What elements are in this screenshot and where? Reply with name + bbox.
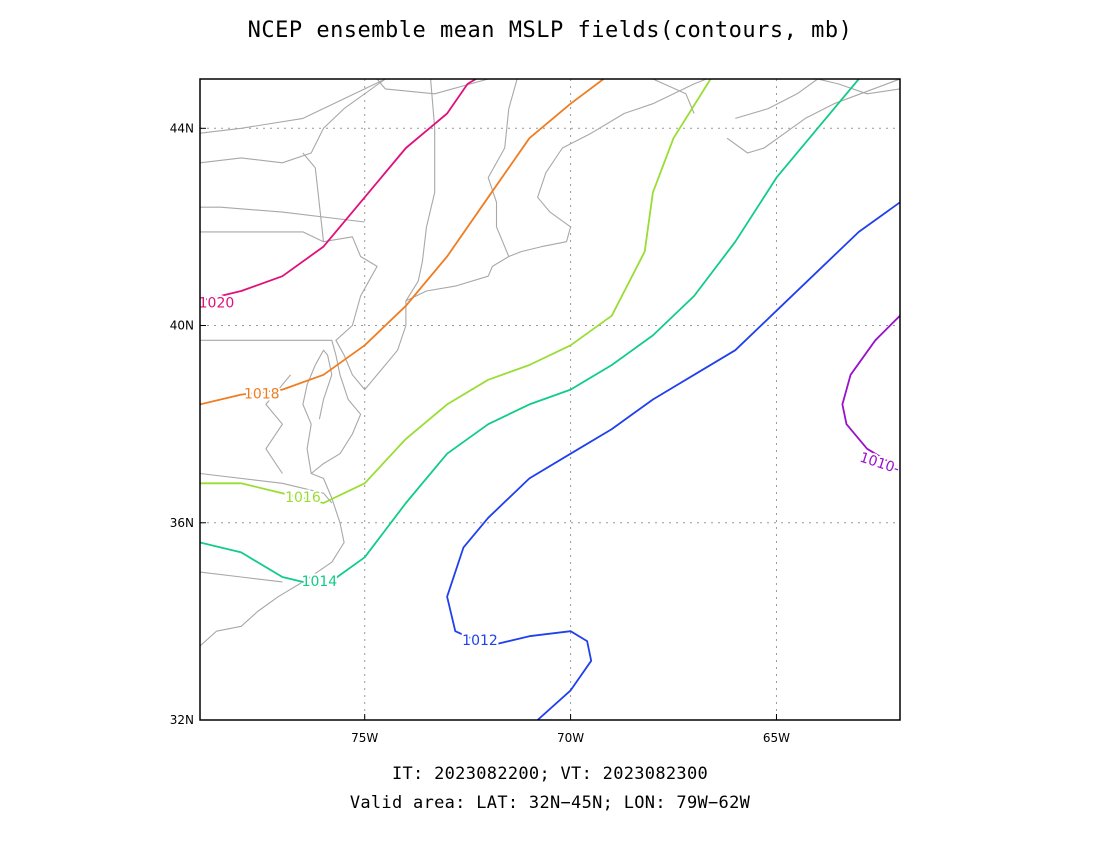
chart-title: NCEP ensemble mean MSLP fields(contours,… — [247, 18, 853, 43]
contour-1020 — [200, 79, 477, 302]
contour-label-1012: 1012 — [462, 633, 498, 649]
contour-label-1018: 1018 — [244, 387, 280, 403]
y-tick-label: 40N — [170, 319, 194, 333]
contour-1012 — [446, 201, 900, 720]
contour-labels: 1020 1018 1016 1014 1012 1010- — [197, 293, 904, 651]
plot-frame — [199, 78, 901, 721]
coastline — [487, 79, 518, 257]
y-tick-label: 44N — [170, 121, 194, 135]
coastline — [405, 79, 707, 302]
coastline — [376, 79, 518, 95]
axis-ticks: 75W 70W 65W 32N 36N 40N 44N — [170, 121, 790, 745]
pressure-contours — [200, 79, 900, 720]
contour-label-1020: 1020 — [199, 295, 235, 311]
coastline — [302, 152, 325, 242]
contour-1014 — [200, 79, 860, 588]
coastline — [200, 571, 283, 583]
area-info: Valid area: LAT: 32N−45N; LON: 79W−62W — [349, 793, 751, 813]
contour-label-1016: 1016 — [285, 490, 321, 506]
contour-1010 — [841, 315, 900, 465]
coastline — [652, 79, 695, 114]
coastline — [200, 206, 365, 223]
contour-label-1014: 1014 — [302, 574, 338, 590]
coastline — [200, 472, 333, 504]
contour-label-1010: 1010- — [858, 450, 902, 478]
coastline — [200, 339, 362, 647]
gridlines — [200, 79, 900, 721]
contour-1018 — [200, 79, 605, 406]
coastline — [302, 349, 333, 474]
coastline — [265, 374, 292, 474]
time-info: IT: 2023082200; VT: 2023082300 — [391, 764, 709, 784]
coastline — [200, 231, 407, 391]
y-tick-label: 36N — [170, 516, 194, 530]
contour-1016 — [200, 79, 712, 504]
coastline — [726, 79, 900, 154]
coastline — [405, 79, 436, 302]
x-tick-label: 65W — [763, 731, 790, 745]
coastline — [200, 79, 386, 164]
y-tick-label: 32N — [170, 713, 194, 727]
x-tick-label: 75W — [351, 731, 378, 745]
coastline — [735, 79, 900, 119]
x-tick-label: 70W — [557, 731, 584, 745]
coastlines — [200, 79, 900, 647]
